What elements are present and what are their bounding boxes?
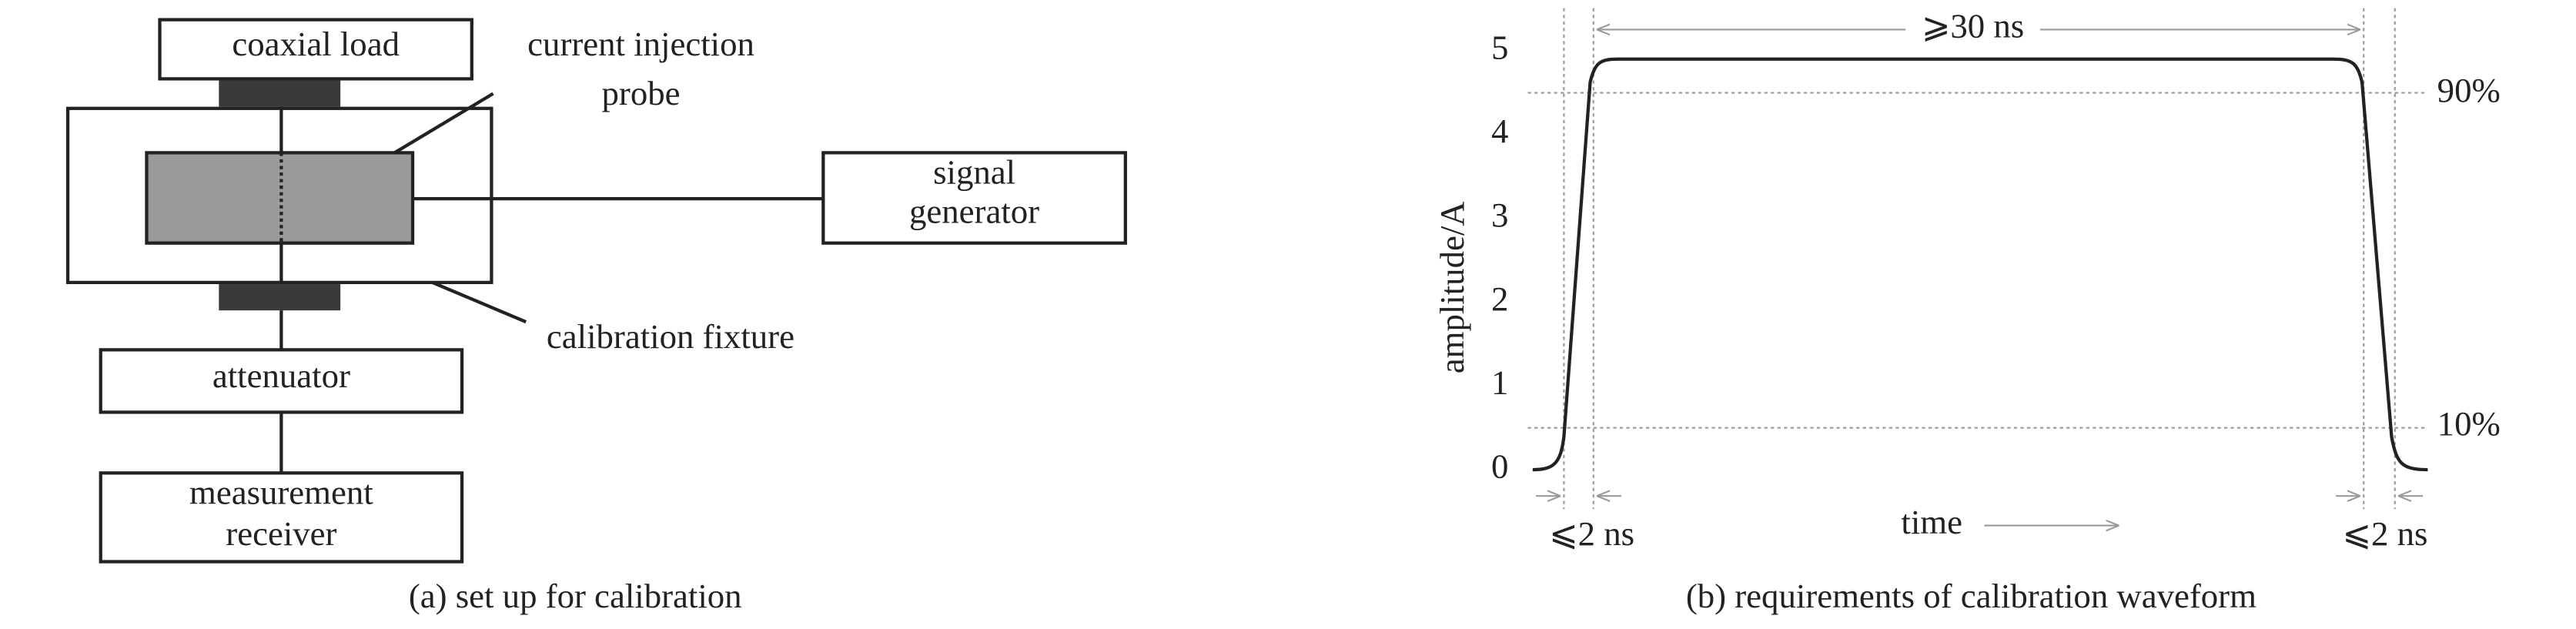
span-label: ⩾30 ns — [1922, 7, 2024, 45]
fixture-label: calibration fixture — [547, 317, 795, 356]
generator-label: signal — [933, 153, 1015, 192]
y-tick-label: 3 — [1491, 196, 1508, 234]
connector — [219, 284, 341, 311]
receiver-box — [99, 471, 464, 564]
y-axis: 0 1 2 3 4 5 — [1491, 28, 1508, 485]
y-tick-label: 5 — [1491, 28, 1508, 66]
y-tick-label: 1 — [1491, 363, 1508, 402]
y-tick-label: 4 — [1491, 112, 1508, 150]
probe-label: current injection — [527, 25, 754, 63]
generator-box — [821, 151, 1127, 245]
leader-line — [431, 280, 527, 324]
probe-label: probe — [602, 74, 681, 112]
attenuator-label: attenuator — [212, 356, 350, 395]
leader-line — [393, 92, 494, 155]
connector — [219, 80, 341, 107]
coaxial-load-label: coaxial load — [232, 25, 400, 63]
y-tick-label: 2 — [1491, 279, 1508, 318]
generator-label: generator — [909, 192, 1039, 231]
level-label: 10% — [2437, 404, 2501, 443]
level-label: 90% — [2437, 71, 2501, 109]
caption: (a) set up for calibration — [409, 577, 742, 615]
attenuator-box — [99, 348, 464, 414]
receiver-label: receiver — [226, 514, 336, 553]
span-label: ⩽2 ns — [1549, 514, 1634, 553]
waveform — [1532, 57, 2428, 472]
coaxial-load-box — [158, 18, 473, 81]
span-label: ⩽2 ns — [2342, 514, 2427, 553]
x-axis-label: time — [1901, 503, 1962, 541]
y-axis-label: amplitude/A — [1433, 201, 1471, 374]
receiver-label: measurement — [189, 473, 373, 511]
caption: (b) requirements of calibration waveform — [1686, 577, 2257, 615]
y-tick-label: 0 — [1491, 447, 1508, 485]
